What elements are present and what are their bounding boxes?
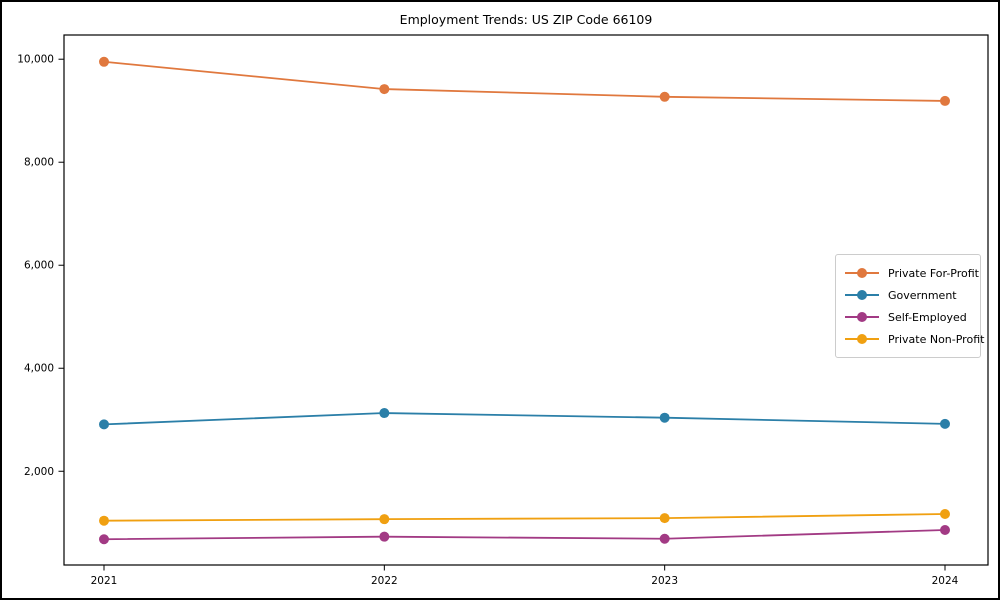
legend-label: Self-Employed (888, 310, 967, 324)
y-tick-label: 6,000 (24, 260, 54, 272)
x-tick-label: 2022 (371, 575, 398, 587)
data-point-private-non-profit (99, 515, 109, 526)
series-line-self-employed (103, 529, 946, 541)
legend-item-private-non-profit: Private Non-Profit (845, 328, 984, 350)
legend-line-marker-icon (845, 268, 879, 278)
data-point-government (379, 408, 390, 419)
data-point-private-for-profit (99, 56, 109, 67)
x-tick-label: 2024 (932, 575, 959, 587)
legend-item-government: Government (845, 284, 971, 306)
legend-line-marker-icon (845, 334, 879, 344)
data-point-government (99, 419, 109, 430)
data-point-self-employed (659, 533, 670, 544)
y-tick-label: 2,000 (24, 466, 54, 478)
data-point-government (659, 412, 670, 423)
data-point-self-employed (940, 524, 950, 535)
legend-label: Private Non-Profit (888, 332, 985, 346)
legend-item-self-employed: Self-Employed (845, 306, 971, 328)
x-tick-label: 2023 (651, 575, 678, 587)
data-point-private-non-profit (659, 513, 670, 524)
series-line-government (103, 412, 946, 426)
data-point-private-non-profit (379, 514, 390, 525)
chart-title: Employment Trends: US ZIP Code 66109 (399, 12, 653, 27)
y-tick-label: 8,000 (24, 157, 54, 169)
legend-line-marker-icon (845, 290, 879, 300)
data-point-private-for-profit (659, 91, 670, 102)
data-point-private-non-profit (940, 509, 950, 520)
series-line-private-non-profit (103, 513, 946, 522)
series-line-private-for-profit (103, 60, 946, 102)
legend-label: Government (888, 288, 957, 302)
x-tick-label: 2021 (91, 575, 118, 587)
legend-line-marker-icon (845, 312, 879, 322)
data-point-private-for-profit (940, 95, 950, 106)
legend-label: Private For-Profit (888, 266, 979, 280)
legend: Private For-Profit Government Self-Employe… (835, 254, 984, 358)
data-point-self-employed (99, 534, 109, 545)
data-point-government (940, 418, 950, 429)
y-tick-label: 4,000 (24, 363, 54, 375)
y-tick-label: 10,000 (17, 54, 54, 66)
data-point-private-for-profit (379, 84, 390, 95)
plot-frame (63, 34, 989, 566)
data-point-self-employed (379, 531, 390, 542)
legend-item-private-for-profit: Private For-Profit (845, 262, 979, 284)
